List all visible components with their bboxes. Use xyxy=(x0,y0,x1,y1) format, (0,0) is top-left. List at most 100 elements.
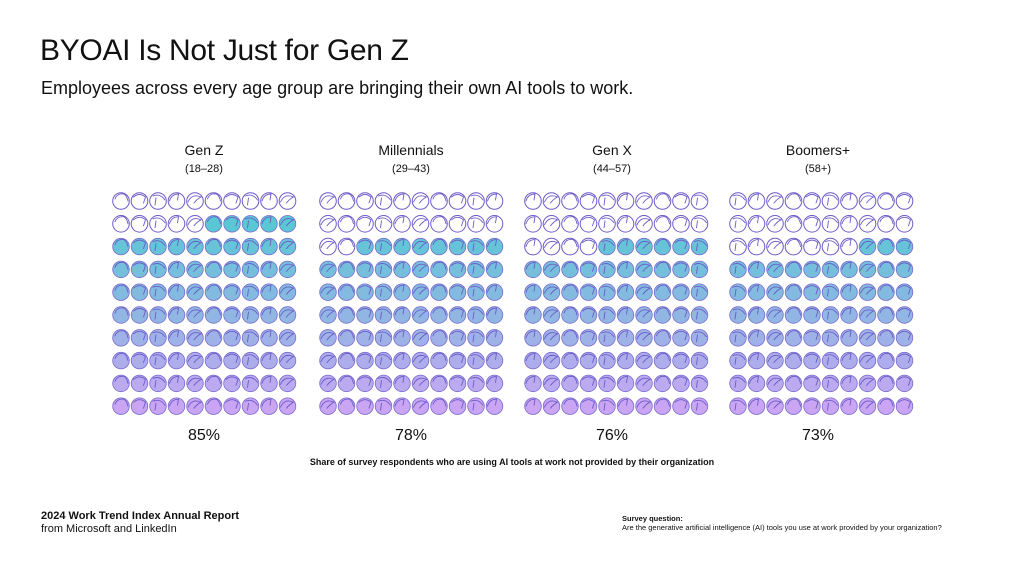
person-icon-filled xyxy=(467,283,485,301)
person-icon-filled xyxy=(579,374,598,393)
waffle-boomers xyxy=(729,192,914,415)
group-range-gen-z: (18–28) xyxy=(185,163,223,175)
person-icon-filled xyxy=(278,397,297,415)
group-label-boomers: Boomers+ xyxy=(785,142,851,158)
person-icon-empty xyxy=(167,214,186,233)
person-icon-filled xyxy=(411,283,430,301)
person-icon-filled xyxy=(204,237,223,256)
person-icon-filled xyxy=(278,329,297,347)
person-icon-empty xyxy=(729,214,747,233)
person-icon-filled xyxy=(877,260,895,279)
person-icon-filled xyxy=(598,329,616,347)
person-icon-filled xyxy=(186,260,204,279)
person-icon-filled xyxy=(635,397,653,415)
person-icon-filled xyxy=(374,329,393,347)
person-icon-empty xyxy=(690,192,709,210)
report-source: from Microsoft and LinkedIn xyxy=(41,523,177,535)
person-icon-filled xyxy=(167,260,186,279)
person-icon-filled xyxy=(467,237,485,256)
person-icon-filled xyxy=(653,260,672,279)
person-icon-filled xyxy=(393,374,411,393)
person-icon-filled xyxy=(411,397,430,415)
person-icon-filled xyxy=(598,283,616,301)
person-icon-empty xyxy=(149,214,167,233)
person-icon-filled xyxy=(186,306,204,324)
person-icon-filled xyxy=(167,237,186,256)
person-icon-filled xyxy=(186,397,204,415)
person-icon-filled xyxy=(485,397,504,415)
person-icon-filled xyxy=(430,260,448,279)
person-icon-empty xyxy=(524,214,542,233)
person-icon-filled xyxy=(260,306,278,324)
person-icon-filled xyxy=(149,283,167,301)
waffle-gen-x xyxy=(524,192,709,415)
person-icon-filled xyxy=(877,397,895,415)
person-icon-filled xyxy=(112,306,130,324)
person-icon-filled xyxy=(241,283,260,301)
person-icon-filled xyxy=(112,260,130,279)
person-icon-filled xyxy=(278,351,297,370)
person-icon-empty xyxy=(337,192,356,210)
person-icon-filled xyxy=(223,374,241,393)
person-icon-filled xyxy=(653,306,672,324)
person-icon-filled xyxy=(223,237,241,256)
person-icon-filled xyxy=(467,351,485,370)
person-icon-filled xyxy=(635,329,653,347)
person-icon-empty xyxy=(524,237,542,256)
person-icon-filled xyxy=(260,260,278,279)
person-icon-empty xyxy=(895,192,914,210)
person-icon-filled xyxy=(895,397,914,415)
person-icon-empty xyxy=(542,214,561,233)
person-icon-filled xyxy=(747,260,766,279)
person-icon-filled xyxy=(877,283,895,301)
person-icon-filled xyxy=(672,374,690,393)
person-icon-filled xyxy=(766,283,784,301)
person-icon-filled xyxy=(411,329,430,347)
person-icon-filled xyxy=(223,283,241,301)
person-icon-filled xyxy=(374,397,393,415)
person-icon-filled xyxy=(616,351,635,370)
person-icon-filled xyxy=(598,260,616,279)
person-icon-filled xyxy=(319,397,337,415)
person-icon-filled xyxy=(747,283,766,301)
person-icon-empty xyxy=(635,192,653,210)
person-icon-filled xyxy=(356,351,374,370)
person-icon-filled xyxy=(524,397,542,415)
person-icon-filled xyxy=(598,237,616,256)
person-icon-filled xyxy=(411,237,430,256)
person-icon-filled xyxy=(784,329,803,347)
person-icon-empty xyxy=(672,214,690,233)
person-icon-filled xyxy=(616,397,635,415)
person-icon-filled xyxy=(524,329,542,347)
person-icon-filled xyxy=(112,283,130,301)
person-icon-filled xyxy=(672,351,690,370)
person-icon-empty xyxy=(598,214,616,233)
person-icon-filled xyxy=(356,260,374,279)
person-icon-empty xyxy=(616,192,635,210)
person-icon-filled xyxy=(690,351,709,370)
person-icon-filled xyxy=(204,329,223,347)
person-icon-filled xyxy=(877,329,895,347)
person-icon-filled xyxy=(803,283,821,301)
person-icon-empty xyxy=(393,214,411,233)
person-icon-filled xyxy=(690,306,709,324)
person-icon-filled xyxy=(672,237,690,256)
person-icon-filled xyxy=(393,397,411,415)
person-icon-filled xyxy=(112,374,130,393)
person-icon-empty xyxy=(766,214,784,233)
person-icon-filled xyxy=(784,306,803,324)
person-icon-filled xyxy=(616,329,635,347)
person-icon-filled xyxy=(149,329,167,347)
person-icon-filled xyxy=(877,374,895,393)
person-icon-filled xyxy=(616,306,635,324)
person-icon-filled xyxy=(393,306,411,324)
person-icon-filled xyxy=(895,306,914,324)
person-icon-filled xyxy=(485,237,504,256)
person-icon-filled xyxy=(895,260,914,279)
person-icon-empty xyxy=(130,192,149,210)
person-icon-filled xyxy=(149,237,167,256)
person-icon-empty xyxy=(561,214,579,233)
person-icon-filled xyxy=(374,306,393,324)
person-icon-filled xyxy=(542,374,561,393)
person-icon-filled xyxy=(411,306,430,324)
